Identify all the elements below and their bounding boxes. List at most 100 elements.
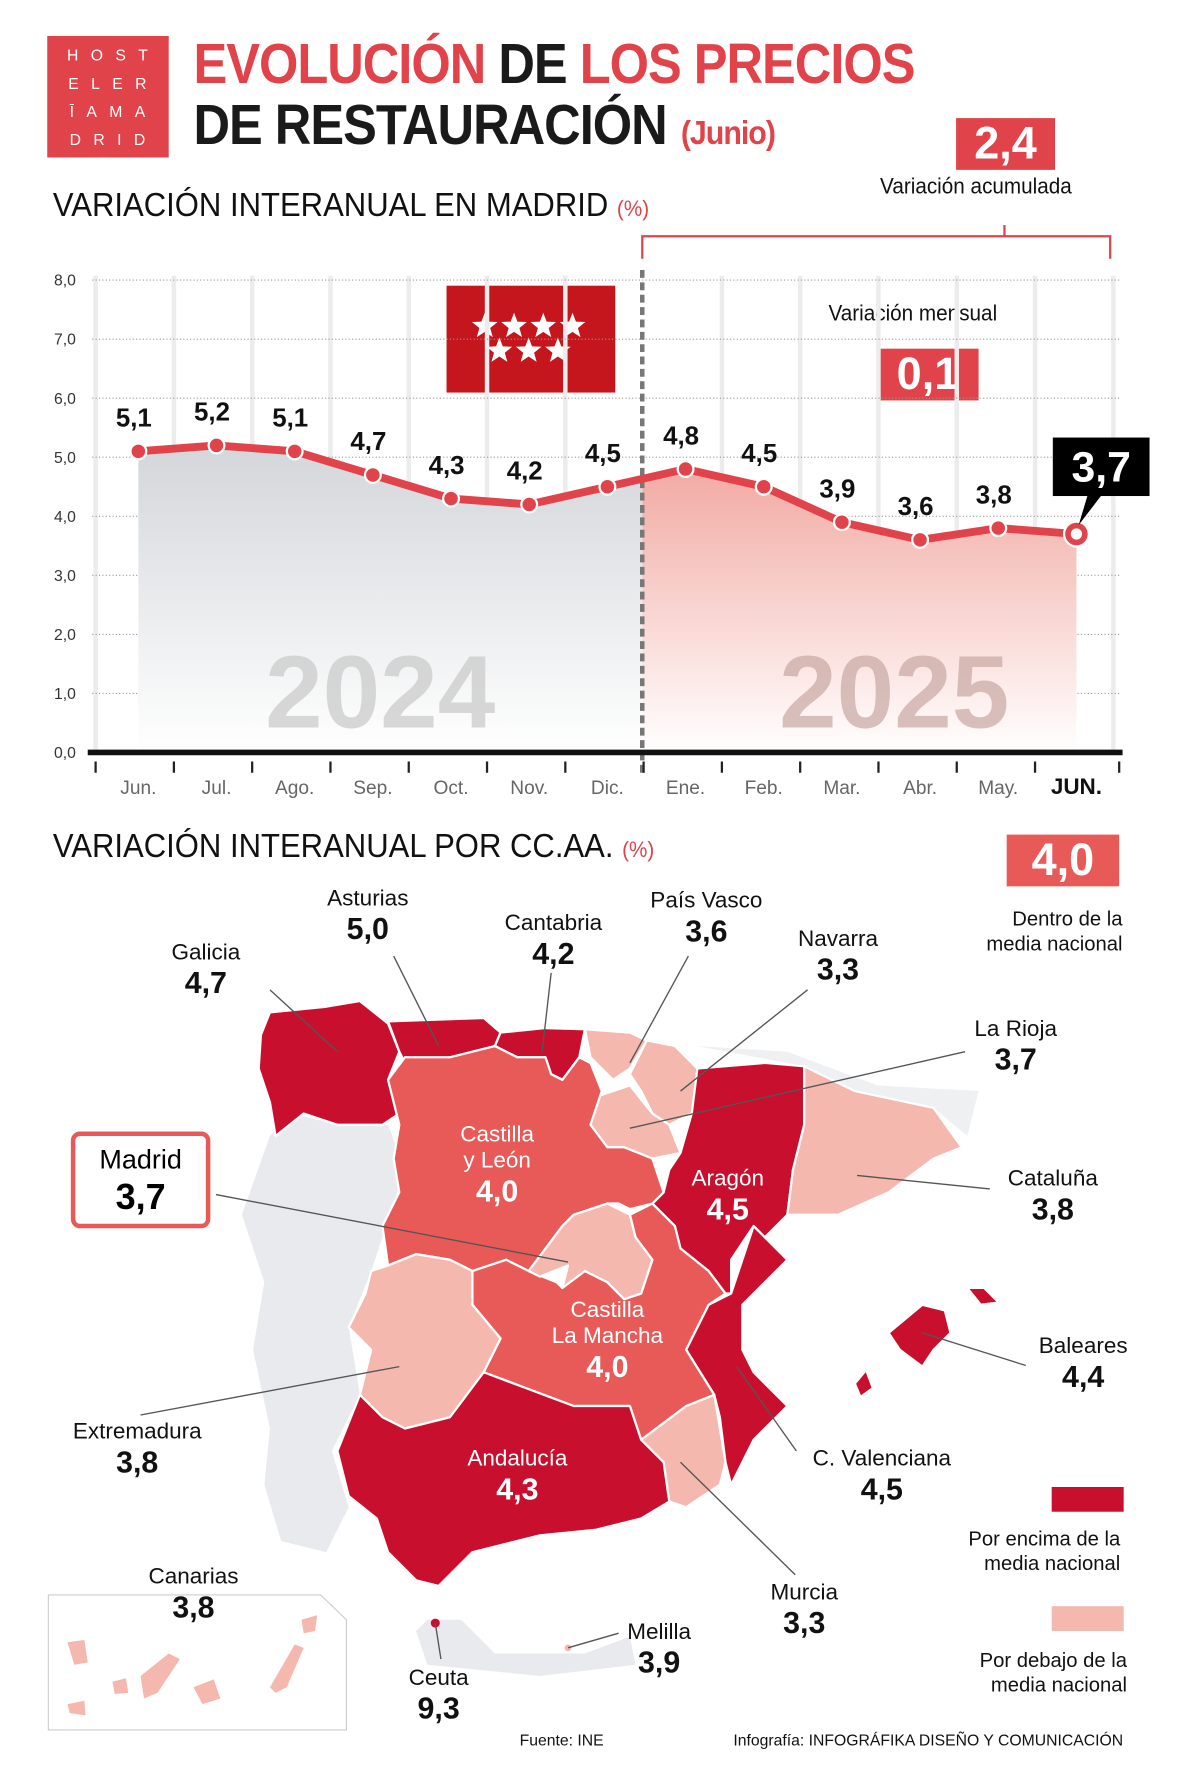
accumulated-label: Variación acumulada bbox=[880, 174, 1072, 200]
region-name: Castilla bbox=[570, 1298, 645, 1323]
unit-label: (%) bbox=[616, 196, 650, 222]
madrid-callout: Madrid 3,7 bbox=[70, 1131, 211, 1229]
star-icon bbox=[486, 336, 513, 362]
region-value: 3,7 bbox=[994, 1042, 1037, 1077]
data-point bbox=[442, 489, 461, 508]
y-tick-label: 1,0 bbox=[54, 686, 76, 703]
x-tick-label: Ene. bbox=[666, 778, 705, 799]
region-name bbox=[112, 1678, 129, 1694]
region-galicia bbox=[257, 999, 401, 1138]
data-label: 4,5 bbox=[585, 440, 621, 468]
region-name bbox=[736, 1366, 797, 1452]
region-name: Castilla bbox=[460, 1122, 535, 1148]
leader-lines bbox=[140, 955, 1027, 1660]
credit-note: Infografía: INFOGRÁFIKA DISEÑO Y COMUNIC… bbox=[733, 1731, 1123, 1749]
region-navarra bbox=[628, 1039, 710, 1126]
label-asturias: Asturias 5,0 bbox=[327, 886, 408, 947]
data-point bbox=[911, 530, 930, 549]
region-name bbox=[269, 989, 338, 1053]
y-tick-label: 0,0 bbox=[54, 745, 76, 762]
madrid-section-title: VARIACIÓN INTERANUAL EN MADRID (%) bbox=[53, 187, 649, 225]
callout-pointer bbox=[1078, 491, 1105, 526]
region-name: Baleares bbox=[1038, 1334, 1128, 1359]
data-label: 3,6 bbox=[898, 493, 934, 521]
label-aragon: Aragón 4,5 bbox=[691, 1166, 764, 1227]
section-title-text: VARIACIÓN INTERANUAL POR CC.AA. bbox=[52, 827, 614, 865]
region-name bbox=[541, 972, 552, 1052]
region-madrid bbox=[527, 1202, 654, 1301]
area-2024 bbox=[138, 445, 643, 753]
title-part: EVOLUCIÓN bbox=[193, 32, 486, 96]
page-title: EVOLUCIÓN DE LOS PRECIOS bbox=[193, 31, 915, 96]
label-cantabria: Cantabria 4,2 bbox=[505, 911, 603, 972]
region-baleares-ibiza bbox=[853, 1368, 874, 1399]
region-baleares-mallorca bbox=[887, 1303, 952, 1368]
data-label: 4,3 bbox=[429, 452, 465, 480]
label-cataluna: Cataluña 3,8 bbox=[1008, 1166, 1098, 1227]
data-label: 4,7 bbox=[350, 428, 386, 456]
accumulated-value-badge: 2,4 bbox=[956, 118, 1056, 170]
year-watermark-2024: 2024 bbox=[265, 634, 495, 750]
data-point bbox=[676, 460, 695, 479]
region-value: 4,5 bbox=[706, 1192, 749, 1227]
section-title-text: VARIACIÓN INTERANUAL EN MADRID bbox=[52, 186, 609, 224]
data-point bbox=[285, 442, 304, 461]
x-tick-label: Ago. bbox=[275, 778, 314, 799]
region-value: 3,8 bbox=[1031, 1192, 1074, 1227]
y-tick-label: 6,0 bbox=[54, 391, 76, 408]
hosteleria-madrid-logo: HOST ELER ĪAMA DRID bbox=[47, 35, 169, 158]
label-navarra: Navarra 3,3 bbox=[798, 927, 878, 988]
national-average-badge: 4,0 bbox=[1006, 834, 1120, 887]
label-c-valenciana: C. Valenciana 4,5 bbox=[813, 1446, 951, 1507]
region-name: Navarra bbox=[797, 926, 878, 952]
credit-text: INFOGRÁFIKA DISEÑO Y COMUNICACIÓN bbox=[808, 1731, 1124, 1750]
region-name bbox=[680, 989, 809, 1092]
x-tick-label: Oct. bbox=[434, 778, 469, 799]
x-tick-label: JUN. bbox=[1051, 774, 1102, 799]
region-name: Andalucía bbox=[467, 1446, 568, 1472]
region-value: 4,0 bbox=[586, 1349, 629, 1384]
madrid-chart: 0,0 1,0 2,0 3,0 4,0 5,0 6,0 7,0 8,0 2024 2025 5,1 Ju… bbox=[54, 224, 1150, 799]
logo-text: HOST bbox=[66, 45, 161, 64]
region-name: Extremadura bbox=[72, 1419, 202, 1445]
y-tick-label: 8,0 bbox=[54, 273, 76, 290]
region-value: 4,4 bbox=[1062, 1359, 1105, 1394]
x-tick-label: Mar. bbox=[823, 778, 860, 799]
region-cataluna bbox=[786, 1065, 963, 1216]
x-tick-label: Jul. bbox=[202, 778, 232, 799]
region-value: 4,2 bbox=[532, 936, 575, 971]
region-name bbox=[857, 1174, 990, 1190]
data-label: 4,5 bbox=[741, 440, 777, 468]
accumulated-bracket bbox=[641, 235, 1112, 259]
region-name: C. Valenciana bbox=[812, 1446, 952, 1472]
region-name: Asturias bbox=[327, 886, 409, 912]
legend-swatch-above bbox=[1051, 1486, 1124, 1512]
star-icon bbox=[530, 312, 557, 337]
x-tick-label: Sep. bbox=[353, 778, 392, 799]
region-name: y León bbox=[463, 1148, 531, 1174]
label-la-rioja: La Rioja 3,7 bbox=[974, 1017, 1057, 1078]
label-melilla: Melilla 3,9 bbox=[627, 1620, 691, 1681]
data-point bbox=[989, 519, 1008, 538]
x-tick-label: May. bbox=[978, 778, 1018, 799]
y-tick-label: 5,0 bbox=[54, 450, 76, 467]
data-label: 5,1 bbox=[272, 405, 308, 433]
label-baleares: Baleares 4,4 bbox=[1039, 1334, 1128, 1395]
star-icon bbox=[515, 336, 542, 362]
data-point bbox=[363, 465, 382, 484]
region-value: 3,8 bbox=[116, 1445, 159, 1480]
data-point bbox=[598, 477, 617, 496]
year-watermark-2025: 2025 bbox=[779, 634, 1009, 750]
region-value: 5,0 bbox=[346, 912, 389, 946]
region-name bbox=[193, 1679, 221, 1705]
x-tick-label: Abr. bbox=[903, 778, 937, 799]
page-title-line2: DE RESTAURACIÓN (Junio) bbox=[193, 92, 775, 157]
legend-swatch-below bbox=[1051, 1606, 1124, 1631]
region-value: 3,6 bbox=[685, 914, 728, 949]
label-line: media nacional bbox=[986, 932, 1123, 955]
monthly-value-badge: 0,1 bbox=[877, 348, 979, 401]
region-name bbox=[140, 1365, 400, 1416]
data-label: 5,2 bbox=[194, 399, 230, 427]
